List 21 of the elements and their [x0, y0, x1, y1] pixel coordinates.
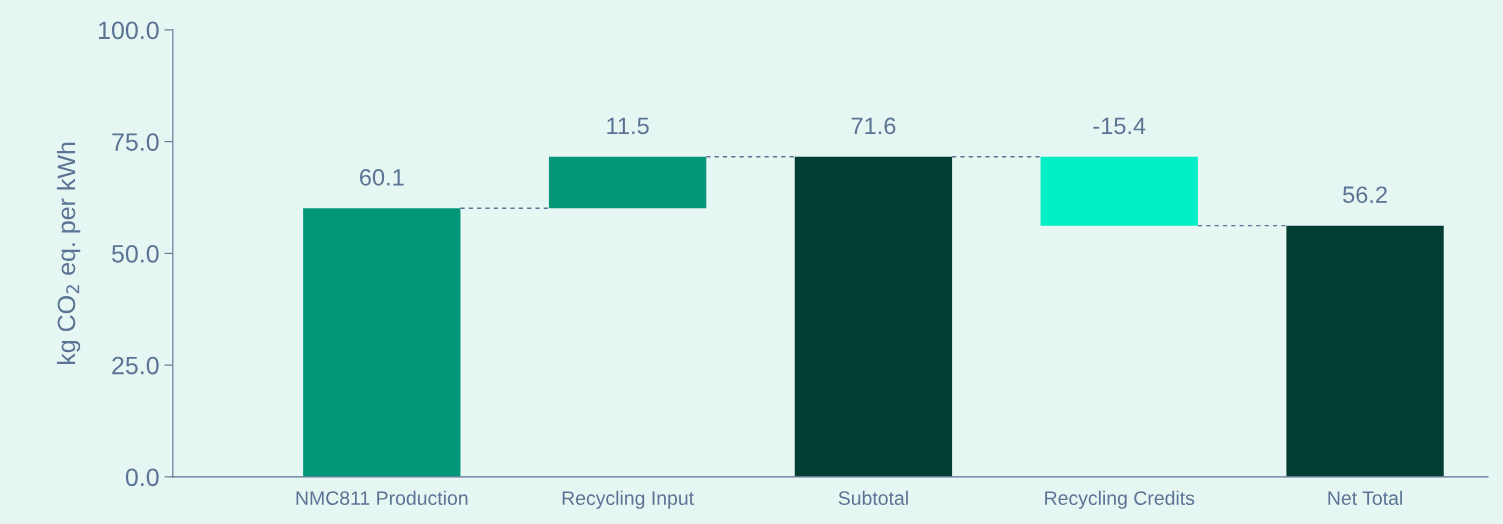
data-label: 71.6 [851, 117, 896, 135]
x-tick-label: Subtotal [838, 490, 908, 506]
x-tick-label: Recycling Credits [1045, 490, 1195, 509]
bar [794, 156, 953, 477]
data-label: -15.4 [1093, 117, 1146, 135]
y-tick-label: 75.0 [112, 133, 159, 151]
y-tick-label: 0.0 [125, 468, 159, 487]
y-axis-title: kg CO$_{2}$ eq. per kWh [56, 142, 81, 365]
y-tick-label: 25.0 [112, 356, 159, 375]
bar [1286, 225, 1444, 477]
x-tick-label: Net Total [1328, 490, 1402, 506]
bar [548, 156, 707, 209]
bar [303, 208, 461, 477]
y-tick-label: 50.0 [112, 244, 159, 263]
x-tick-label: NMC811 Production [296, 490, 468, 506]
data-label: 11.5 [607, 117, 649, 135]
y-tick-label: 100.0 [99, 21, 159, 40]
data-label: 56.2 [1343, 186, 1387, 204]
x-tick-label: Recycling Input [562, 490, 694, 509]
data-label: 60.1 [360, 168, 404, 186]
bar [1040, 156, 1198, 226]
